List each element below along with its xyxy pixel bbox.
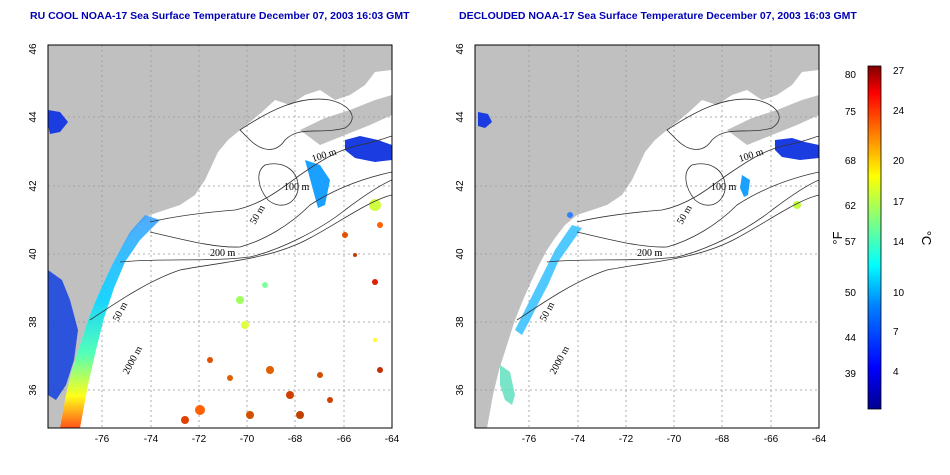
- contour-label: 100 m: [284, 182, 310, 193]
- y-tick-label: 38: [28, 316, 39, 328]
- celsius-tick: 4: [893, 367, 899, 378]
- fahrenheit-tick: 57: [845, 237, 857, 248]
- gridlines: [48, 45, 392, 428]
- x-tick-label: -76: [522, 434, 537, 445]
- fahrenheit-tick: 39: [845, 369, 857, 380]
- sst-channel: [740, 175, 750, 197]
- y-tick-label: 44: [28, 111, 39, 123]
- x-tick-label: -68: [288, 434, 303, 445]
- fahrenheit-tick: 80: [845, 70, 857, 81]
- colorbar-celsius-ticks: 27 24 20 17 14 10 7 4: [893, 66, 905, 378]
- celsius-tick: 24: [893, 106, 905, 117]
- celsius-tick: 17: [893, 197, 905, 208]
- y-tick-label: 42: [455, 180, 466, 192]
- x-tick-label: -66: [337, 434, 352, 445]
- x-tick-label: -66: [764, 434, 779, 445]
- sst-channel: [305, 160, 330, 208]
- contour-label: 200 m: [637, 248, 663, 259]
- fahrenheit-unit-label: °F: [830, 231, 845, 244]
- y-tick-label: 46: [28, 43, 39, 55]
- x-tick-label: -74: [144, 434, 159, 445]
- contour-label: 100 m: [711, 182, 737, 193]
- right-panel-title: DECLOUDED NOAA-17 Sea Surface Temperatur…: [459, 10, 857, 22]
- x-tick-label: -70: [667, 434, 682, 445]
- celsius-tick: 7: [893, 327, 899, 338]
- left-panel-title: RU COOL NOAA-17 Sea Surface Temperature …: [30, 10, 410, 22]
- fahrenheit-tick: 50: [845, 288, 857, 299]
- sst-gulf-maine: [775, 138, 819, 160]
- right-y-axis-ticks: 36 38 40 42 44 46: [455, 43, 466, 396]
- nova-scotia-land: [300, 95, 392, 145]
- y-tick-label: 40: [455, 248, 466, 260]
- right-map-panel: 100 m 100 m 50 m 200 m 50 m 2000 m: [475, 45, 819, 428]
- sst-south-coast: [500, 365, 515, 405]
- sst-offshore-patch: [567, 212, 573, 218]
- y-tick-label: 40: [28, 248, 39, 260]
- right-map-frame: [474, 44, 820, 429]
- left-x-axis-ticks: -76 -74 -72 -70 -68 -66 -64: [95, 434, 400, 445]
- left-map-panel: 100 m 100 m 50 m 200 m 50 m 2000 m: [48, 45, 392, 428]
- right-x-axis-ticks: -76 -74 -72 -70 -68 -66 -64: [522, 434, 827, 445]
- x-tick-label: -72: [619, 434, 634, 445]
- fahrenheit-tick: 75: [845, 107, 857, 118]
- colorbar-gradient: [867, 65, 882, 410]
- land-mass: [48, 45, 392, 428]
- bathymetry-contours: [516, 98, 819, 321]
- fahrenheit-tick: 68: [845, 156, 857, 167]
- y-tick-label: 36: [455, 384, 466, 396]
- x-tick-label: -64: [385, 434, 400, 445]
- left-y-axis-ticks: 36 38 40 42 44 46: [28, 43, 39, 396]
- sst-northwest-blob: [478, 112, 492, 128]
- sst-gulf-maine: [345, 136, 392, 162]
- sst-northwest-blob: [48, 110, 68, 134]
- x-tick-label: -70: [240, 434, 255, 445]
- gridlines: [475, 45, 819, 428]
- celsius-tick: 27: [893, 66, 905, 77]
- x-tick-label: -74: [571, 434, 586, 445]
- sst-bay-blue: [48, 270, 78, 400]
- colorbar: 80 75 68 62 57 50 44 39 27 24 20 17 14 1…: [830, 65, 934, 410]
- fahrenheit-tick: 44: [845, 333, 857, 344]
- sst-coastal-band: [515, 225, 582, 335]
- colorbar-fahrenheit-ticks: 80 75 68 62 57 50 44 39: [845, 70, 857, 380]
- x-tick-label: -68: [715, 434, 730, 445]
- contour-label: 200 m: [210, 248, 236, 259]
- x-tick-label: -76: [95, 434, 110, 445]
- celsius-unit-label: °C: [919, 231, 934, 246]
- x-tick-label: -64: [812, 434, 827, 445]
- y-tick-label: 36: [28, 384, 39, 396]
- y-tick-label: 46: [455, 43, 466, 55]
- celsius-tick: 20: [893, 156, 905, 167]
- y-tick-label: 42: [28, 180, 39, 192]
- sst-coastal-band: [60, 215, 160, 428]
- fahrenheit-tick: 62: [845, 201, 857, 212]
- celsius-tick: 14: [893, 237, 905, 248]
- y-tick-label: 38: [455, 316, 466, 328]
- y-tick-label: 44: [455, 111, 466, 123]
- celsius-tick: 10: [893, 288, 905, 299]
- left-map-frame: [47, 44, 393, 429]
- sst-offshore-patches: [181, 199, 383, 424]
- land-mass: [475, 45, 819, 428]
- x-tick-label: -72: [192, 434, 207, 445]
- nova-scotia-land: [727, 95, 819, 145]
- bathymetry-contours: [89, 98, 392, 321]
